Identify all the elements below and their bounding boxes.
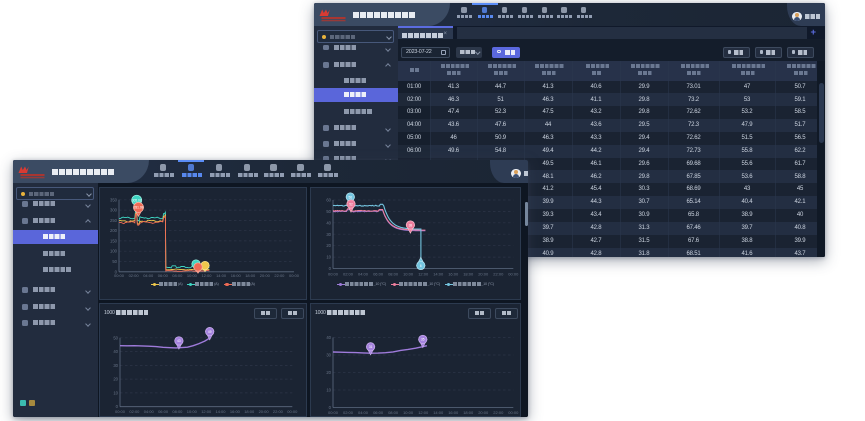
svg-text:0: 0 — [329, 266, 332, 271]
svg-text:14:00: 14:00 — [433, 410, 444, 415]
svg-text:00:00: 00:00 — [508, 410, 519, 415]
svg-text:02:00: 02:00 — [343, 272, 354, 277]
svg-text:08:00: 08:00 — [388, 410, 399, 415]
svg-text:22:00: 22:00 — [493, 410, 504, 415]
svg-text:12:00: 12:00 — [201, 409, 212, 414]
svg-text:22:00: 22:00 — [493, 272, 504, 277]
svg-text:305.02: 305.02 — [132, 199, 142, 203]
svg-text:52: 52 — [349, 202, 353, 206]
svg-text:04:00: 04:00 — [358, 272, 369, 277]
svg-text:02:00: 02:00 — [343, 410, 354, 415]
svg-text:08:00: 08:00 — [172, 409, 183, 414]
svg-text:20:00: 20:00 — [260, 273, 271, 278]
svg-text:20: 20 — [113, 377, 118, 382]
svg-text:06:00: 06:00 — [158, 409, 169, 414]
svg-text:14:00: 14:00 — [216, 273, 227, 278]
svg-text:16:00: 16:00 — [231, 273, 242, 278]
svg-text:20: 20 — [326, 243, 331, 248]
svg-text:10: 10 — [113, 390, 118, 395]
svg-text:02:00: 02:00 — [129, 273, 140, 278]
svg-text:06:00: 06:00 — [373, 272, 384, 277]
svg-text:18:00: 18:00 — [463, 272, 474, 277]
svg-text:40: 40 — [113, 349, 118, 354]
svg-text:40: 40 — [326, 335, 331, 340]
svg-text:22:00: 22:00 — [274, 273, 285, 278]
svg-text:250: 250 — [110, 218, 118, 223]
svg-text:08:00: 08:00 — [388, 272, 399, 277]
svg-text:18:00: 18:00 — [245, 273, 256, 278]
svg-text:12:00: 12:00 — [201, 273, 212, 278]
svg-text:6: 6 — [420, 264, 422, 268]
svg-text:49: 49 — [208, 330, 212, 334]
svg-text:10:00: 10:00 — [403, 410, 414, 415]
svg-text:30: 30 — [326, 353, 331, 358]
svg-text:56: 56 — [349, 195, 353, 199]
svg-text:31: 31 — [369, 345, 373, 349]
svg-text:350: 350 — [110, 197, 118, 202]
svg-text:00:00: 00:00 — [287, 409, 298, 414]
svg-text:00:00: 00:00 — [114, 273, 125, 278]
svg-text:10: 10 — [326, 255, 331, 260]
svg-text:100: 100 — [110, 249, 118, 254]
svg-text:14:00: 14:00 — [433, 272, 444, 277]
svg-text:12:00: 12:00 — [418, 410, 429, 415]
svg-text:04:00: 04:00 — [144, 409, 155, 414]
svg-text:00:00: 00:00 — [328, 410, 339, 415]
svg-text:16:00: 16:00 — [448, 410, 459, 415]
svg-text:30: 30 — [326, 232, 331, 237]
svg-text:20:00: 20:00 — [478, 410, 489, 415]
svg-text:04:00: 04:00 — [143, 273, 154, 278]
svg-text:10:00: 10:00 — [403, 272, 414, 277]
svg-text:06:00: 06:00 — [373, 410, 384, 415]
svg-text:40: 40 — [326, 220, 331, 225]
svg-text:06:00: 06:00 — [158, 273, 169, 278]
svg-text:281.08: 281.08 — [134, 206, 144, 210]
svg-text:50: 50 — [112, 259, 117, 264]
svg-text:02:00: 02:00 — [129, 409, 140, 414]
svg-text:18:00: 18:00 — [244, 409, 255, 414]
svg-text:18:00: 18:00 — [463, 410, 474, 415]
svg-text:38: 38 — [409, 223, 413, 227]
svg-text:150: 150 — [110, 238, 118, 243]
svg-text:10:00: 10:00 — [187, 409, 198, 414]
svg-text:00:00: 00:00 — [289, 273, 300, 278]
svg-text:16:00: 16:00 — [448, 272, 459, 277]
svg-text:50: 50 — [113, 335, 118, 340]
svg-text:50: 50 — [326, 209, 331, 214]
svg-text:16:00: 16:00 — [230, 409, 241, 414]
svg-text:20:00: 20:00 — [259, 409, 270, 414]
svg-text:35: 35 — [421, 338, 425, 342]
svg-text:04:00: 04:00 — [358, 410, 369, 415]
svg-text:30: 30 — [113, 363, 118, 368]
svg-text:20: 20 — [326, 370, 331, 375]
svg-text:14:00: 14:00 — [215, 409, 226, 414]
svg-text:00:00: 00:00 — [115, 409, 126, 414]
svg-text:00:00: 00:00 — [508, 272, 519, 277]
svg-text:0: 0 — [329, 405, 332, 410]
svg-text:0: 0 — [115, 269, 118, 274]
svg-text:00:00: 00:00 — [328, 272, 339, 277]
svg-text:43: 43 — [177, 339, 181, 343]
svg-text:22:00: 22:00 — [273, 409, 284, 414]
svg-text:60: 60 — [326, 198, 331, 203]
svg-text:200: 200 — [110, 228, 118, 233]
svg-text:300: 300 — [110, 208, 118, 213]
svg-text:10:00: 10:00 — [187, 273, 198, 278]
svg-text:20:00: 20:00 — [478, 272, 489, 277]
svg-text:0: 0 — [116, 404, 119, 409]
svg-text:12:00: 12:00 — [418, 272, 429, 277]
svg-text:10: 10 — [326, 388, 331, 393]
svg-text:08:00: 08:00 — [172, 273, 183, 278]
